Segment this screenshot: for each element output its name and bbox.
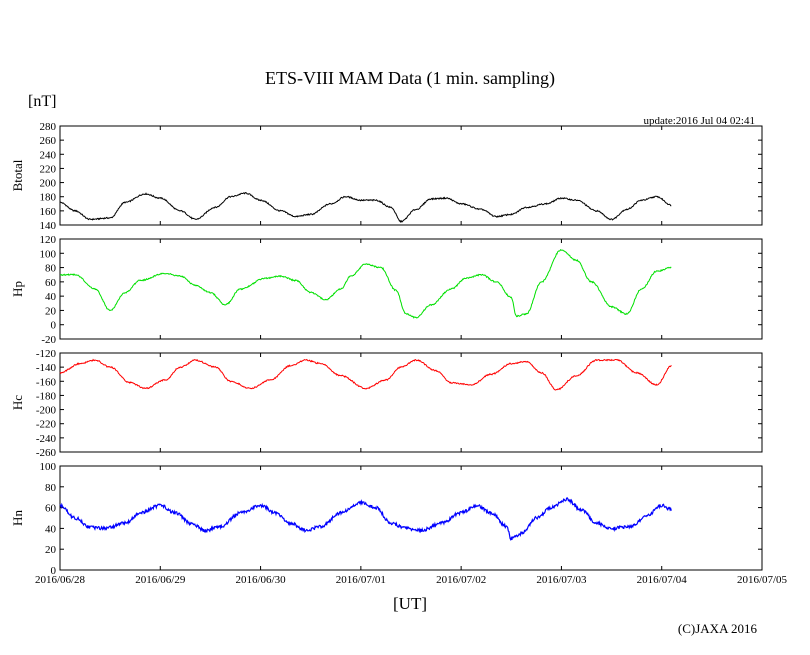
y-tick-label: -240 — [36, 433, 57, 445]
plot-panels: 280260240220200180160140Btotal1201008060… — [10, 121, 788, 586]
y-tick-label: 60 — [45, 277, 57, 289]
y-tick-label: 100 — [40, 248, 57, 260]
chart-title: ETS-VIII MAM Data (1 min. sampling) — [265, 68, 555, 89]
y-tick-label: -120 — [36, 348, 57, 360]
update-label: update:2016 Jul 04 02:41 — [643, 115, 755, 127]
y-tick-label: 200 — [40, 178, 57, 190]
y-tick-label: 20 — [45, 305, 57, 317]
y-tick-label: 140 — [40, 220, 57, 232]
y-tick-label: -160 — [36, 376, 57, 388]
hn-frame — [59, 465, 763, 571]
y-tick-label: 180 — [40, 192, 57, 204]
btotal-series-line — [59, 192, 672, 223]
x-tick-label: 2016/07/02 — [436, 574, 486, 586]
hc-axis-label: Hc — [10, 395, 25, 410]
y-tick-label: -180 — [36, 390, 57, 402]
y-tick-label: 80 — [45, 482, 57, 494]
hp-series-line — [59, 249, 672, 319]
hn-series-line — [59, 497, 672, 542]
y-tick-label: 20 — [45, 544, 57, 556]
x-tick-label: 2016/07/01 — [336, 574, 386, 586]
y-tick-label: 0 — [51, 320, 57, 332]
x-tick-label: 2016/06/30 — [236, 574, 287, 586]
y-tick-label: -260 — [36, 447, 57, 459]
x-tick-label: 2016/07/05 — [737, 574, 788, 586]
y-tick-label: 120 — [40, 234, 57, 246]
btotal-axis-label: Btotal — [10, 159, 25, 191]
y-tick-label: -220 — [36, 419, 57, 431]
x-tick-label: 2016/06/29 — [135, 574, 186, 586]
y-tick-label: -20 — [41, 334, 56, 346]
x-tick-label: 2016/07/03 — [536, 574, 587, 586]
hc-frame — [59, 352, 763, 453]
y-tick-label: 80 — [45, 263, 57, 275]
y-tick-label: -200 — [36, 405, 57, 417]
y-tick-label: 260 — [40, 135, 57, 147]
y-tick-label: 40 — [45, 291, 57, 303]
hp-axis-label: Hp — [10, 281, 25, 297]
hc-series-line — [59, 358, 672, 391]
x-tick-label: 2016/07/04 — [637, 574, 688, 586]
btotal-frame — [59, 125, 763, 226]
x-tick-label: 2016/06/28 — [35, 574, 86, 586]
y-tick-label: 160 — [40, 206, 57, 218]
y-tick-label: 40 — [45, 523, 57, 535]
x-axis-label: [UT] — [393, 594, 427, 613]
y-tick-label: 220 — [40, 163, 57, 175]
y-tick-label: 240 — [40, 149, 57, 161]
y-tick-label: -140 — [36, 362, 57, 374]
y-tick-label: 280 — [40, 121, 57, 133]
copyright: (C)JAXA 2016 — [678, 621, 758, 636]
y-tick-label: 60 — [45, 503, 57, 515]
hn-axis-label: Hn — [10, 510, 25, 526]
unit-label: [nT] — [28, 93, 56, 110]
y-tick-label: 0 — [51, 565, 57, 577]
y-tick-label: 100 — [40, 461, 57, 473]
hp-frame — [59, 238, 763, 340]
